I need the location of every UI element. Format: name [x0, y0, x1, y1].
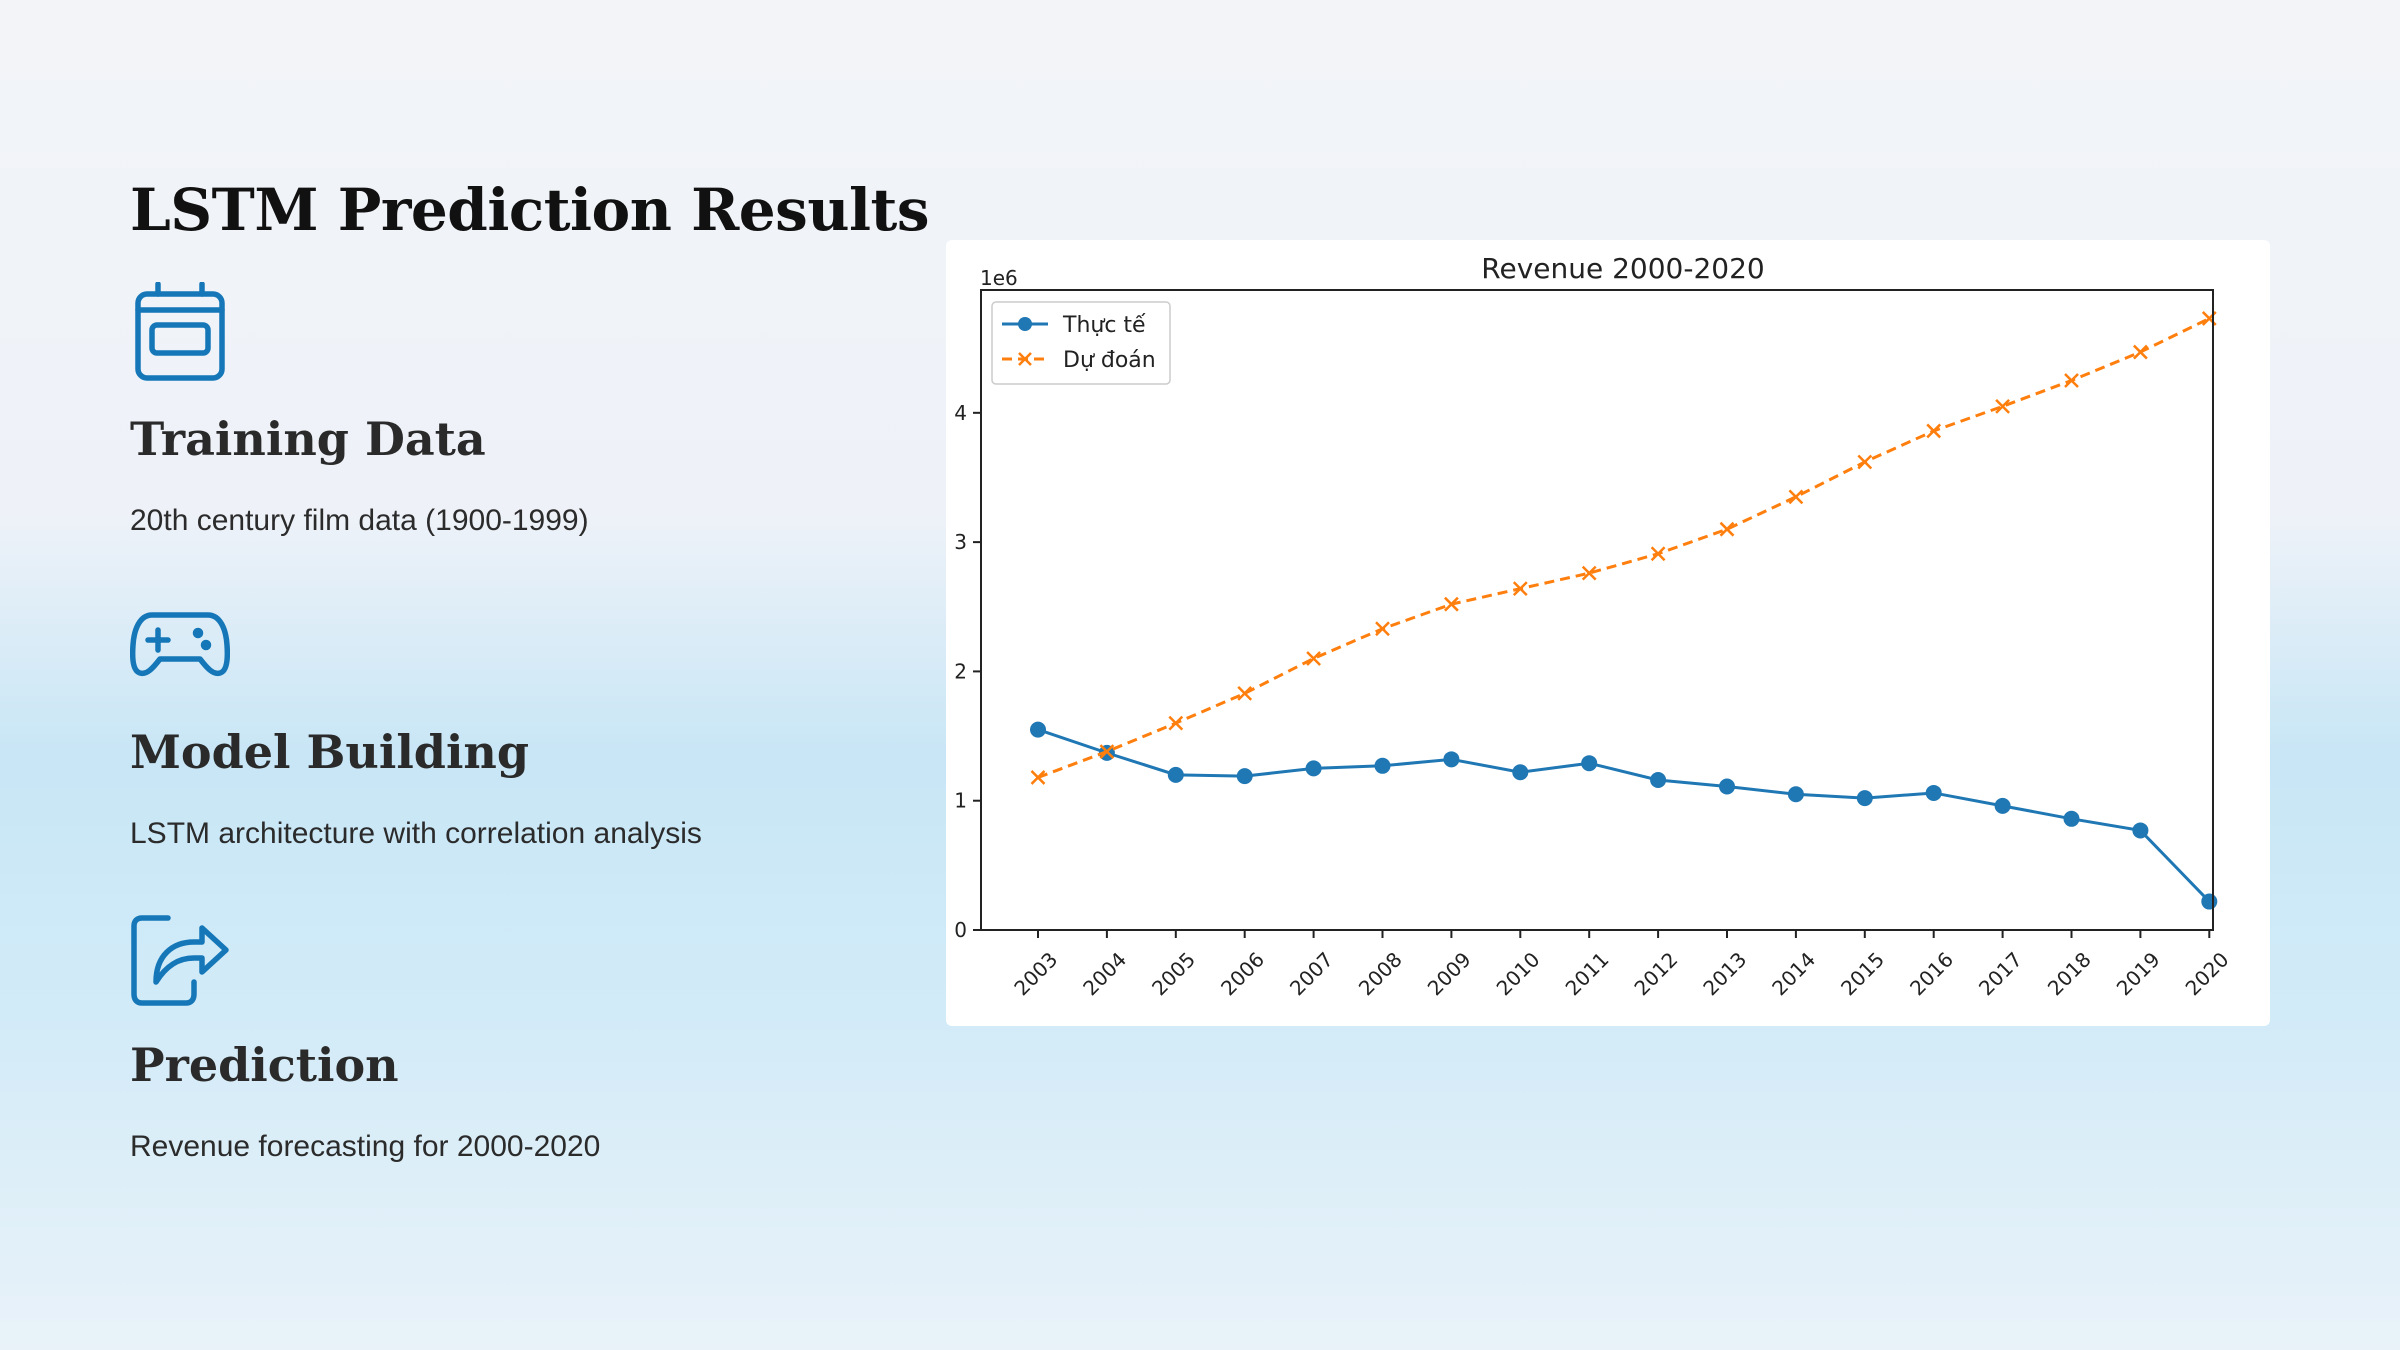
x-tick-label: 2005 [1147, 947, 1200, 1000]
data-point-predicted [1719, 521, 1735, 537]
data-point-predicted [1030, 770, 1046, 785]
share-arrow-icon [130, 908, 230, 1008]
feature-heading: Prediction [130, 1038, 399, 1092]
data-point-actual [2063, 810, 2080, 827]
data-point-predicted [1650, 546, 1666, 562]
x-tick-label: 2009 [1423, 947, 1476, 1000]
revenue-line-chart: Revenue 2000-2020 1e6 0 1 2 3 4 2003 2004 2005 2… [954, 252, 2234, 1000]
x-tick-label: 2019 [2112, 947, 2165, 1000]
y-tick-label: 3 [954, 530, 967, 554]
x-tick-label: 2015 [1836, 947, 1889, 1000]
chart-title: Revenue 2000-2020 [1481, 252, 1764, 285]
y-tick-label: 4 [954, 401, 967, 425]
feature-model-building: Model Building LSTM architecture with co… [129, 595, 702, 850]
data-point-actual [1719, 778, 1735, 795]
data-point-actual [1167, 766, 1184, 783]
page-title: LSTM Prediction Results [130, 176, 929, 244]
data-point-actual [1443, 751, 1460, 768]
data-point-predicted [1306, 651, 1321, 666]
y-tick-label: 0 [954, 918, 967, 942]
x-tick-label: 2011 [1561, 947, 1614, 1000]
data-point-actual [1925, 784, 1942, 801]
legend-label: Dự đoán [1063, 348, 1156, 373]
data-point-predicted [1375, 621, 1390, 637]
x-tick-label: 2017 [1974, 947, 2027, 1000]
data-point-actual [1030, 721, 1046, 738]
feature-training-data: Training Data 20th century film data (19… [130, 281, 589, 537]
x-tick-label: 2008 [1354, 947, 1407, 1000]
x-tick-label: 2006 [1216, 947, 1269, 1000]
legend-label: Thực tế [1062, 313, 1146, 338]
data-point-actual [1581, 755, 1598, 772]
x-tick-label: 2016 [1905, 947, 1958, 1000]
data-point-predicted [2133, 344, 2148, 360]
y-tick-label: 2 [954, 659, 967, 683]
data-point-actual [1236, 768, 1253, 785]
data-point-actual [1787, 786, 1804, 803]
data-point-actual [1305, 760, 1322, 777]
data-point-actual [1650, 772, 1667, 789]
feature-description: Revenue forecasting for 2000-2020 [130, 1130, 601, 1163]
x-tick-label: 2014 [1767, 947, 1820, 1000]
revenue-chart-card: Revenue 2000-2020 1e6 0 1 2 3 4 2003 2004 2005 2… [946, 240, 2270, 1026]
data-point-predicted [1857, 454, 1873, 470]
gamepad-icon [129, 595, 231, 695]
x-tick-label: 2003 [1009, 947, 1062, 1000]
data-point-predicted [1168, 715, 1184, 731]
feature-description: 20th century film data (1900-1999) [130, 504, 589, 537]
x-tick-label: 2012 [1629, 947, 1682, 1000]
legend-marker [1018, 317, 1032, 331]
data-point-predicted [1926, 423, 1942, 439]
data-point-actual [2201, 893, 2218, 910]
x-tick-label: 2010 [1492, 947, 1545, 1000]
feature-prediction: Prediction Revenue forecasting for 2000-… [130, 908, 600, 1163]
series-line-predicted [1037, 317, 2210, 779]
feature-heading: Training Data [130, 412, 486, 466]
calendar-icon [130, 281, 230, 382]
x-tick-label: 2004 [1078, 947, 1131, 1000]
data-point-actual [2132, 822, 2149, 839]
x-tick-label: 2007 [1285, 947, 1338, 1000]
data-point-predicted [1512, 581, 1528, 597]
plot-frame [980, 289, 2214, 931]
data-point-predicted [1788, 489, 1804, 505]
data-point-predicted [1995, 398, 2010, 414]
data-point-predicted [1444, 596, 1459, 612]
x-tick-label: 2018 [2043, 947, 2096, 1000]
data-point-predicted [1099, 744, 1115, 759]
x-tick-label: 2020 [2181, 947, 2234, 1000]
data-point-predicted [2064, 373, 2079, 388]
y-tick-label: 1 [954, 789, 967, 813]
x-tick-label: 2013 [1698, 947, 1751, 1000]
y-scale-note: 1e6 [980, 266, 1018, 290]
data-point-actual [1374, 757, 1391, 774]
series-line-actual [1037, 728, 2211, 903]
data-point-actual [1994, 797, 2011, 814]
legend-marker [1018, 352, 1032, 366]
feature-description: LSTM architecture with correlation analy… [130, 817, 702, 850]
chart-legend: Thực tế Dự đoán [991, 301, 1171, 385]
data-point-actual [1856, 790, 1873, 807]
data-point-actual [1512, 764, 1529, 781]
feature-heading: Model Building [130, 725, 530, 779]
data-point-predicted [1237, 686, 1253, 701]
data-point-predicted [1581, 565, 1597, 581]
